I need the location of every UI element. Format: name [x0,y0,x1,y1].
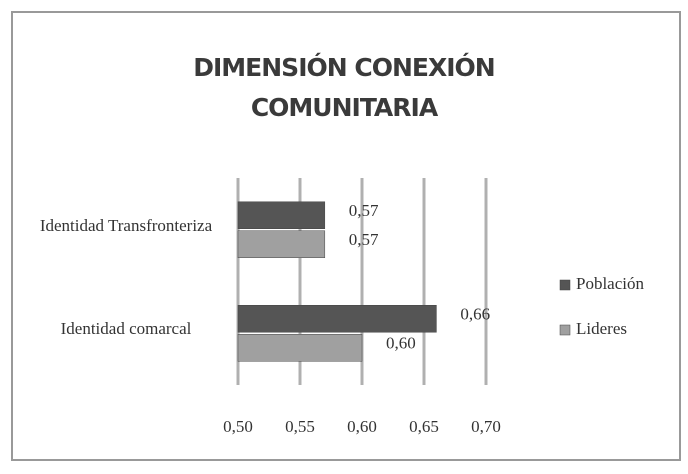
bar [237,305,437,333]
chart-frame [11,11,681,461]
legend-swatch [559,324,571,336]
y-tick-label: Identidad Transfronteriza [39,215,213,235]
x-tick-label: 0,55 [285,417,315,436]
x-tick-label: 0,65 [409,417,439,436]
x-tick-label: 0,60 [347,417,377,436]
bar [237,334,363,362]
chart-title: DIMENSIÓN CONEXIÓN COMUNITARIA [193,53,495,122]
value-label: 0,66 [460,305,490,324]
value-label: 0,60 [386,334,416,353]
bar [237,230,326,258]
x-tick-label: 0,50 [223,417,253,436]
y-tick-label: Identidad comarcal [60,319,192,339]
legend-label: Lideres [576,319,627,338]
value-label: 0,57 [349,230,379,249]
legend-label: Población [576,274,644,293]
bar [237,201,326,229]
value-label: 0,57 [349,201,379,220]
legend-swatch [559,279,571,291]
x-tick-label: 0,70 [471,417,501,436]
